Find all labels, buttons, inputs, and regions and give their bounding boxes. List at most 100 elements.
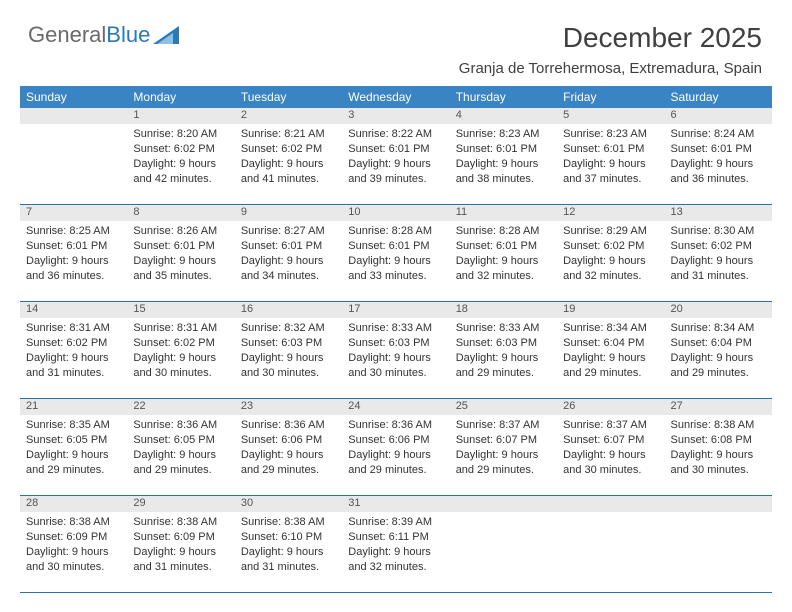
sunset-text: Sunset: 6:09 PM xyxy=(26,530,121,545)
day-cell: Sunrise: 8:25 AMSunset: 6:01 PMDaylight:… xyxy=(20,221,127,301)
daylight-text: Daylight: 9 hours xyxy=(133,351,228,366)
day-number-row: 28293031 xyxy=(20,496,772,512)
daylight-text: Daylight: 9 hours xyxy=(26,545,121,560)
sunset-text: Sunset: 6:02 PM xyxy=(133,142,228,157)
sunrise-text: Sunrise: 8:38 AM xyxy=(133,515,228,530)
day-number-row: 21222324252627 xyxy=(20,399,772,415)
weekday-header: Friday xyxy=(557,86,664,108)
sunset-text: Sunset: 6:07 PM xyxy=(563,433,658,448)
daylight-text: Daylight: 9 hours xyxy=(348,157,443,172)
day-cell: Sunrise: 8:38 AMSunset: 6:09 PMDaylight:… xyxy=(20,512,127,592)
daylight-text: Daylight: 9 hours xyxy=(133,448,228,463)
day-number: 31 xyxy=(342,496,449,512)
day-cell: Sunrise: 8:38 AMSunset: 6:09 PMDaylight:… xyxy=(127,512,234,592)
day-cell: Sunrise: 8:28 AMSunset: 6:01 PMDaylight:… xyxy=(450,221,557,301)
day-cell: Sunrise: 8:37 AMSunset: 6:07 PMDaylight:… xyxy=(557,415,664,495)
daylight-text-2: and 30 minutes. xyxy=(26,560,121,575)
sunrise-text: Sunrise: 8:36 AM xyxy=(241,418,336,433)
day-cell: Sunrise: 8:27 AMSunset: 6:01 PMDaylight:… xyxy=(235,221,342,301)
sunset-text: Sunset: 6:03 PM xyxy=(241,336,336,351)
day-number: 20 xyxy=(665,302,772,318)
sunrise-text: Sunrise: 8:29 AM xyxy=(563,224,658,239)
sunrise-text: Sunrise: 8:34 AM xyxy=(671,321,766,336)
sunrise-text: Sunrise: 8:26 AM xyxy=(133,224,228,239)
daylight-text-2: and 31 minutes. xyxy=(241,560,336,575)
daylight-text-2: and 30 minutes. xyxy=(563,463,658,478)
daylight-text-2: and 41 minutes. xyxy=(241,172,336,187)
day-cell: Sunrise: 8:33 AMSunset: 6:03 PMDaylight:… xyxy=(342,318,449,398)
daylight-text-2: and 33 minutes. xyxy=(348,269,443,284)
day-number: 29 xyxy=(127,496,234,512)
sunset-text: Sunset: 6:04 PM xyxy=(563,336,658,351)
day-number: 7 xyxy=(20,205,127,221)
day-number: 14 xyxy=(20,302,127,318)
daylight-text: Daylight: 9 hours xyxy=(456,448,551,463)
sunrise-text: Sunrise: 8:39 AM xyxy=(348,515,443,530)
page-title: December 2025 xyxy=(563,22,762,54)
day-cell xyxy=(20,124,127,204)
day-number: 28 xyxy=(20,496,127,512)
sunset-text: Sunset: 6:01 PM xyxy=(456,239,551,254)
weekday-header: Thursday xyxy=(450,86,557,108)
weekday-header: Wednesday xyxy=(342,86,449,108)
sunset-text: Sunset: 6:03 PM xyxy=(456,336,551,351)
daylight-text: Daylight: 9 hours xyxy=(241,545,336,560)
sunrise-text: Sunrise: 8:25 AM xyxy=(26,224,121,239)
daylight-text: Daylight: 9 hours xyxy=(241,448,336,463)
day-cell: Sunrise: 8:23 AMSunset: 6:01 PMDaylight:… xyxy=(450,124,557,204)
sunset-text: Sunset: 6:01 PM xyxy=(456,142,551,157)
day-number: 6 xyxy=(665,108,772,124)
sunset-text: Sunset: 6:06 PM xyxy=(348,433,443,448)
sunrise-text: Sunrise: 8:28 AM xyxy=(348,224,443,239)
sunrise-text: Sunrise: 8:33 AM xyxy=(348,321,443,336)
daylight-text-2: and 34 minutes. xyxy=(241,269,336,284)
sunset-text: Sunset: 6:02 PM xyxy=(563,239,658,254)
day-number-row: 14151617181920 xyxy=(20,302,772,318)
day-cell xyxy=(557,512,664,592)
sunset-text: Sunset: 6:04 PM xyxy=(671,336,766,351)
day-cell: Sunrise: 8:31 AMSunset: 6:02 PMDaylight:… xyxy=(20,318,127,398)
sunrise-text: Sunrise: 8:37 AM xyxy=(456,418,551,433)
daylight-text-2: and 32 minutes. xyxy=(348,560,443,575)
sunset-text: Sunset: 6:02 PM xyxy=(133,336,228,351)
day-number: 27 xyxy=(665,399,772,415)
daylight-text-2: and 29 minutes. xyxy=(456,366,551,381)
daylight-text: Daylight: 9 hours xyxy=(26,254,121,269)
weekday-header-row: SundayMondayTuesdayWednesdayThursdayFrid… xyxy=(20,86,772,108)
logo: GeneralBlue xyxy=(28,22,179,48)
day-number: 24 xyxy=(342,399,449,415)
sunrise-text: Sunrise: 8:24 AM xyxy=(671,127,766,142)
day-number: 17 xyxy=(342,302,449,318)
daylight-text: Daylight: 9 hours xyxy=(241,157,336,172)
daylight-text: Daylight: 9 hours xyxy=(26,448,121,463)
sunrise-text: Sunrise: 8:20 AM xyxy=(133,127,228,142)
logo-text-general: General xyxy=(28,22,106,48)
day-cell: Sunrise: 8:32 AMSunset: 6:03 PMDaylight:… xyxy=(235,318,342,398)
sunset-text: Sunset: 6:01 PM xyxy=(563,142,658,157)
day-number: 8 xyxy=(127,205,234,221)
daylight-text: Daylight: 9 hours xyxy=(563,254,658,269)
sunrise-text: Sunrise: 8:23 AM xyxy=(456,127,551,142)
daylight-text-2: and 30 minutes. xyxy=(241,366,336,381)
day-number: 19 xyxy=(557,302,664,318)
day-number: 16 xyxy=(235,302,342,318)
page-subtitle: Granja de Torrehermosa, Extremadura, Spa… xyxy=(459,60,762,77)
day-number: 12 xyxy=(557,205,664,221)
day-cell: Sunrise: 8:38 AMSunset: 6:10 PMDaylight:… xyxy=(235,512,342,592)
daylight-text-2: and 31 minutes. xyxy=(671,269,766,284)
day-cell xyxy=(665,512,772,592)
daylight-text-2: and 42 minutes. xyxy=(133,172,228,187)
sunrise-text: Sunrise: 8:31 AM xyxy=(133,321,228,336)
daylight-text-2: and 30 minutes. xyxy=(133,366,228,381)
day-number: 9 xyxy=(235,205,342,221)
sunrise-text: Sunrise: 8:31 AM xyxy=(26,321,121,336)
daylight-text-2: and 31 minutes. xyxy=(26,366,121,381)
day-cell: Sunrise: 8:38 AMSunset: 6:08 PMDaylight:… xyxy=(665,415,772,495)
week-row: Sunrise: 8:31 AMSunset: 6:02 PMDaylight:… xyxy=(20,318,772,399)
sunset-text: Sunset: 6:05 PM xyxy=(26,433,121,448)
sunrise-text: Sunrise: 8:38 AM xyxy=(671,418,766,433)
weekday-header: Saturday xyxy=(665,86,772,108)
daylight-text: Daylight: 9 hours xyxy=(456,254,551,269)
daylight-text-2: and 35 minutes. xyxy=(133,269,228,284)
daylight-text: Daylight: 9 hours xyxy=(133,157,228,172)
